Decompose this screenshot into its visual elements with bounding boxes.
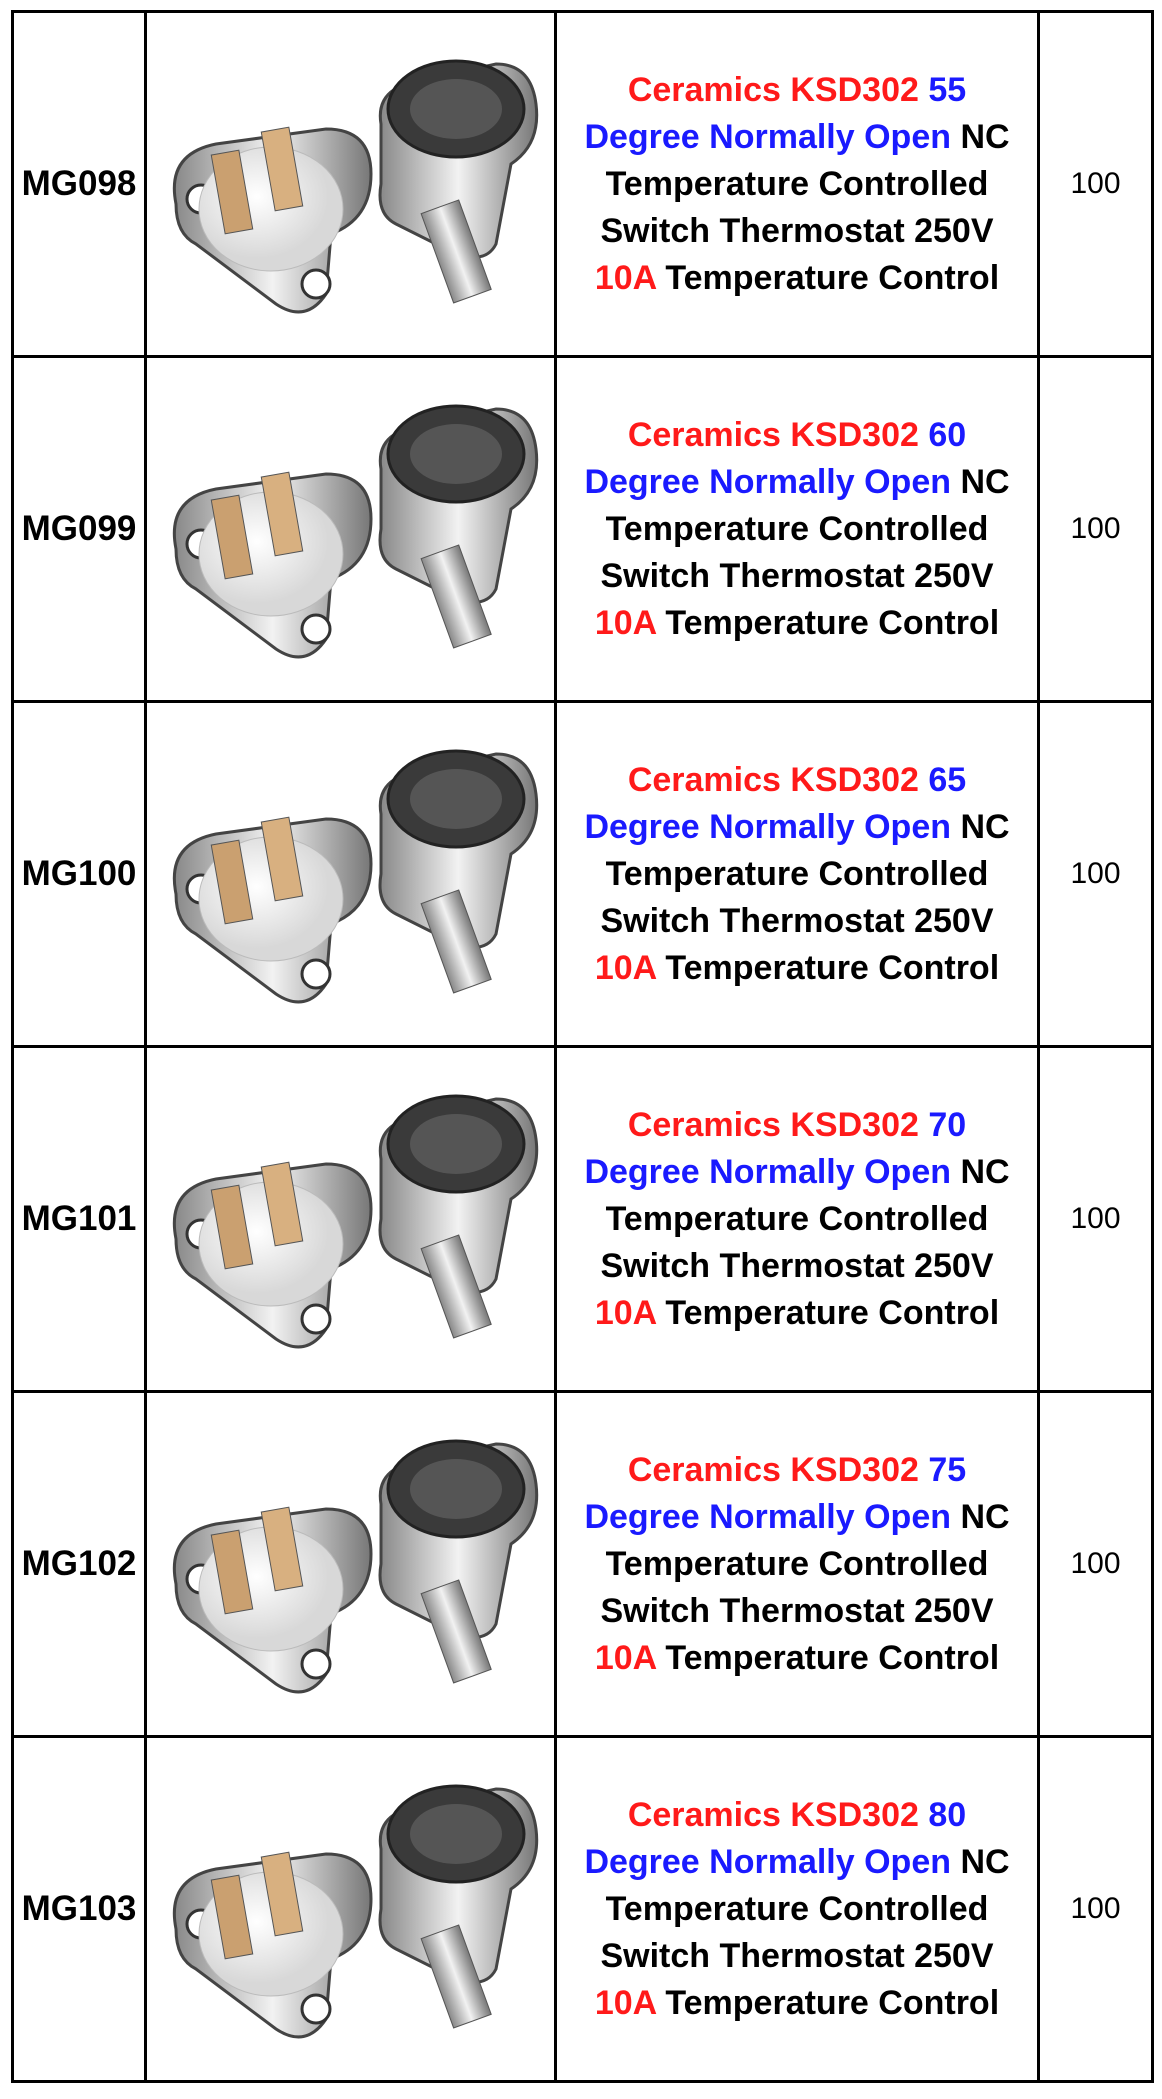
quantity: 100 xyxy=(1037,1045,1154,1393)
table-row: MG102 Ceramics KSD302 75 Degree Normally… xyxy=(11,1390,1154,1738)
description-segment: Temperature Control xyxy=(665,1983,1000,2022)
product-code: MG103 xyxy=(11,1735,147,2083)
quantity: 100 xyxy=(1037,355,1154,703)
table-row: MG103 Ceramics KSD302 80 Degree Normally… xyxy=(11,1735,1154,2083)
product-code: MG098 xyxy=(11,10,147,358)
description-segment: 10A xyxy=(594,603,656,642)
image-cell xyxy=(144,355,557,703)
product-code: MG099 xyxy=(11,355,147,703)
description-segment: Ceramics KSD302 xyxy=(627,1450,919,1489)
product-code: MG101 xyxy=(11,1045,147,1393)
description-segment: Ceramics KSD302 xyxy=(627,415,919,454)
description-segment: 65 Degree Normally Open xyxy=(584,760,967,846)
table-body: MG098 Ceramics KSD302 55 Degree Normally… xyxy=(11,10,1154,2083)
product-image xyxy=(172,1784,538,2039)
description-segment: Ceramics KSD302 xyxy=(627,1795,919,1834)
quantity: 100 xyxy=(1037,10,1154,358)
description-segment: 70 Degree Normally Open xyxy=(584,1105,967,1191)
description-segment: NC Temperature Controlled Switch Thermos… xyxy=(600,1497,1010,1630)
description-segment: 10A xyxy=(594,1983,656,2022)
quantity: 100 xyxy=(1037,700,1154,1048)
description-segment: Ceramics KSD302 xyxy=(627,760,919,799)
product-image xyxy=(172,1094,538,1349)
description-segment: 55 Degree Normally Open xyxy=(584,70,967,156)
image-cell xyxy=(144,1390,557,1738)
product-description: Ceramics KSD302 60 Degree Normally Open … xyxy=(554,355,1040,703)
product-image xyxy=(172,749,538,1004)
product-description: Ceramics KSD302 65 Degree Normally Open … xyxy=(554,700,1040,1048)
description-segment: Temperature Control xyxy=(665,258,1000,297)
description-segment: Temperature Control xyxy=(665,603,1000,642)
description-segment: NC Temperature Controlled Switch Thermos… xyxy=(600,462,1010,595)
description-segment: 60 Degree Normally Open xyxy=(584,415,967,501)
table-row: MG101 Ceramics KSD302 70 Degree Normally… xyxy=(11,1045,1154,1393)
table-row: MG099 Ceramics KSD302 60 Degree Normally… xyxy=(11,355,1154,703)
table-row: MG098 Ceramics KSD302 55 Degree Normally… xyxy=(11,10,1154,358)
description-segment: 80 Degree Normally Open xyxy=(584,1795,967,1881)
description-segment: Temperature Control xyxy=(665,948,1000,987)
description-segment: Ceramics KSD302 xyxy=(627,1105,919,1144)
description-segment: 10A xyxy=(594,1293,656,1332)
description-segment: NC Temperature Controlled Switch Thermos… xyxy=(600,117,1010,250)
product-description: Ceramics KSD302 55 Degree Normally Open … xyxy=(554,10,1040,358)
description-segment: 10A xyxy=(594,1638,656,1677)
image-cell xyxy=(144,1735,557,2083)
image-cell xyxy=(144,1045,557,1393)
description-segment: NC Temperature Controlled Switch Thermos… xyxy=(600,1842,1010,1975)
quantity: 100 xyxy=(1037,1390,1154,1738)
description-segment: Temperature Control xyxy=(665,1293,1000,1332)
description-segment: NC Temperature Controlled Switch Thermos… xyxy=(600,807,1010,940)
product-image xyxy=(172,1439,538,1694)
description-segment: NC Temperature Controlled Switch Thermos… xyxy=(600,1152,1010,1285)
description-segment: 75 Degree Normally Open xyxy=(584,1450,967,1536)
product-image xyxy=(172,404,538,659)
image-cell xyxy=(144,10,557,358)
product-description: Ceramics KSD302 75 Degree Normally Open … xyxy=(554,1390,1040,1738)
product-description: Ceramics KSD302 70 Degree Normally Open … xyxy=(554,1045,1040,1393)
image-cell xyxy=(144,700,557,1048)
product-table: MG098 Ceramics KSD302 55 Degree Normally… xyxy=(11,10,1154,2083)
description-segment: Temperature Control xyxy=(665,1638,1000,1677)
description-segment: 10A xyxy=(594,948,656,987)
product-description: Ceramics KSD302 80 Degree Normally Open … xyxy=(554,1735,1040,2083)
product-code: MG100 xyxy=(11,700,147,1048)
product-image xyxy=(172,59,538,314)
table-row: MG100 Ceramics KSD302 65 Degree Normally… xyxy=(11,700,1154,1048)
product-code: MG102 xyxy=(11,1390,147,1738)
description-segment: 10A xyxy=(594,258,656,297)
description-segment: Ceramics KSD302 xyxy=(627,70,919,109)
quantity: 100 xyxy=(1037,1735,1154,2083)
